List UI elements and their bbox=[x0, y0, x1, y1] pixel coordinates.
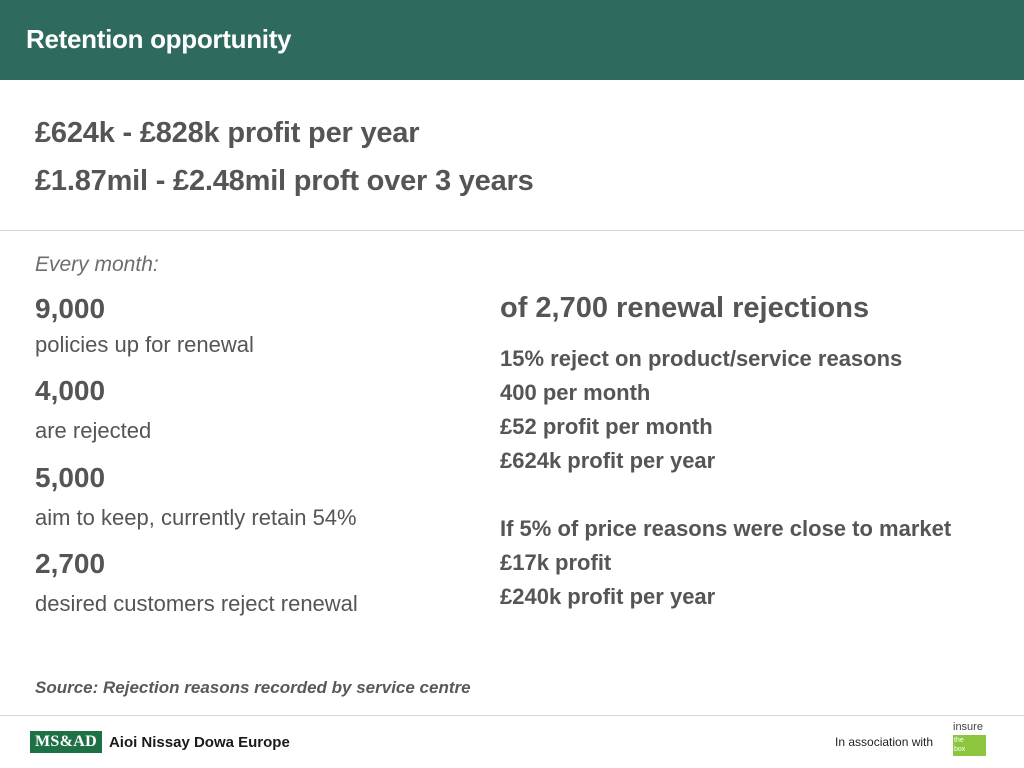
rejection-line: £52 profit per month bbox=[500, 414, 713, 439]
price-reason-line: £17k profit bbox=[500, 550, 612, 575]
rejection-line: 15% reject on product/service reasons bbox=[500, 346, 903, 371]
headline-three-year-profit: £1.87mil - £2.48mil proft over 3 years bbox=[35, 165, 534, 197]
rejections-heading: of 2,700 renewal rejections bbox=[500, 292, 870, 324]
association-text: In association with bbox=[835, 735, 934, 749]
source-note: Source: Rejection reasons recorded by se… bbox=[35, 678, 471, 697]
partner-logo-small-the: the bbox=[954, 737, 964, 744]
stat-value-reject-renewal: 2,700 bbox=[35, 548, 106, 579]
stat-value-rejected: 4,000 bbox=[35, 375, 106, 406]
partner-logo-word: insure bbox=[953, 721, 983, 733]
partner-logo-small-box: box bbox=[954, 746, 966, 753]
stat-label-renewals: policies up for renewal bbox=[35, 332, 254, 357]
stat-label-keep: aim to keep, currently retain 54% bbox=[35, 505, 357, 530]
slide-title: Retention opportunity bbox=[26, 24, 292, 54]
rejection-line: 400 per month bbox=[500, 380, 651, 405]
price-reason-line: £240k profit per year bbox=[500, 584, 716, 609]
stat-label-reject-renewal: desired customers reject renewal bbox=[35, 591, 358, 616]
msad-logo-box: MS&AD bbox=[30, 731, 102, 753]
monthly-intro: Every month: bbox=[35, 253, 159, 276]
stat-value-renewals: 9,000 bbox=[35, 293, 106, 324]
stat-label-rejected: are rejected bbox=[35, 418, 152, 443]
company-name: Aioi Nissay Dowa Europe bbox=[108, 733, 290, 751]
partner-logo-square: the box bbox=[953, 735, 986, 756]
section-divider bbox=[0, 230, 1024, 231]
footer-divider bbox=[0, 715, 1024, 716]
price-reason-line: If 5% of price reasons were close to mar… bbox=[500, 516, 952, 541]
insure-the-box-logo: insure the box bbox=[953, 722, 989, 758]
title-bar: Retention opportunity bbox=[0, 0, 1024, 80]
rejection-line: £624k profit per year bbox=[500, 448, 716, 473]
company-logo: MS&AD Aioi Nissay Dowa Europe bbox=[30, 731, 290, 753]
headline-annual-profit: £624k - £828k profit per year bbox=[35, 117, 420, 149]
stat-value-keep: 5,000 bbox=[35, 462, 106, 493]
